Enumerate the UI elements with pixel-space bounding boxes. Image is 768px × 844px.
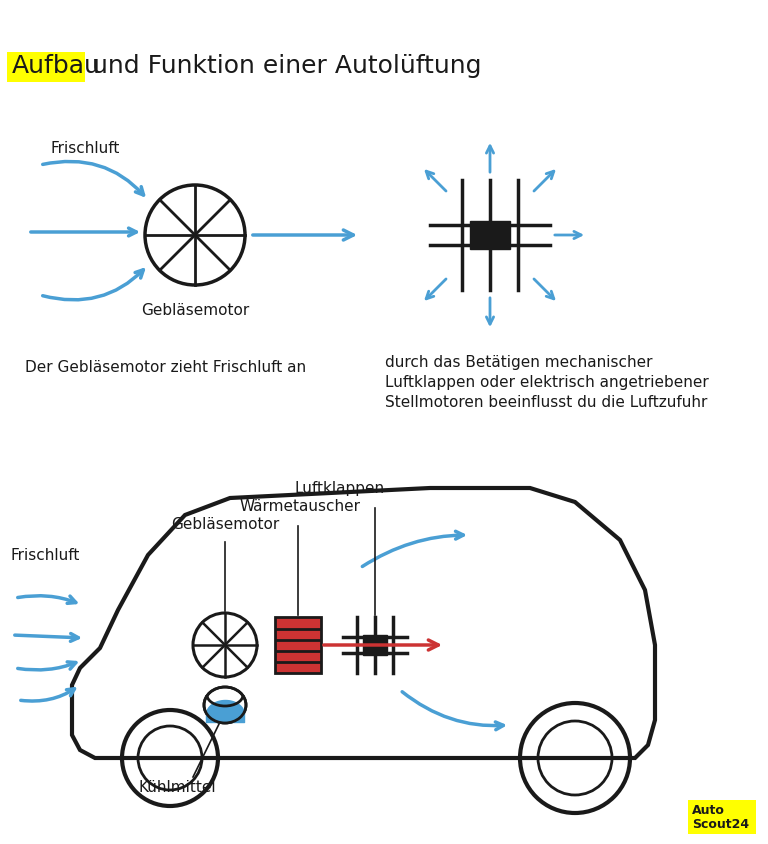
FancyArrowPatch shape	[21, 689, 74, 701]
Text: Der Gebläsemotor zieht Frischluft an: Der Gebläsemotor zieht Frischluft an	[25, 360, 306, 375]
FancyArrowPatch shape	[534, 171, 554, 191]
Text: Luftklappen: Luftklappen	[295, 481, 385, 496]
FancyArrowPatch shape	[534, 279, 554, 299]
Text: Frischluft: Frischluft	[10, 548, 79, 563]
FancyArrowPatch shape	[426, 279, 446, 299]
Text: Scout24: Scout24	[692, 818, 749, 831]
Text: Kühlmittel: Kühlmittel	[138, 780, 216, 795]
FancyArrowPatch shape	[43, 161, 144, 195]
FancyArrowPatch shape	[402, 692, 503, 730]
FancyArrowPatch shape	[15, 634, 78, 641]
FancyArrowPatch shape	[362, 531, 463, 566]
FancyArrowPatch shape	[554, 231, 581, 239]
FancyArrowPatch shape	[486, 298, 494, 324]
Bar	[363, 635, 387, 655]
Bar	[688, 800, 756, 834]
FancyArrowPatch shape	[486, 146, 494, 172]
Bar	[470, 221, 510, 249]
Bar	[275, 617, 321, 673]
Text: Auto: Auto	[692, 804, 725, 817]
Ellipse shape	[204, 687, 246, 723]
Text: Gebläsemotor: Gebläsemotor	[170, 517, 279, 532]
Circle shape	[145, 185, 245, 285]
Text: durch das Betätigen mechanischer: durch das Betätigen mechanischer	[385, 355, 653, 370]
Text: Wärmetauscher: Wärmetauscher	[240, 499, 360, 514]
FancyArrowPatch shape	[43, 270, 144, 300]
Text: Luftklappen oder elektrisch angetriebener: Luftklappen oder elektrisch angetriebene…	[385, 375, 709, 390]
Circle shape	[193, 613, 257, 677]
Text: Aufbau: Aufbau	[12, 54, 101, 78]
Text: Frischluft: Frischluft	[50, 141, 119, 156]
FancyArrowPatch shape	[426, 171, 446, 191]
FancyArrowPatch shape	[31, 228, 137, 235]
Text: Gebläsemotor: Gebläsemotor	[141, 303, 249, 318]
FancyBboxPatch shape	[7, 52, 85, 82]
Text: und Funktion einer Autolüftung: und Funktion einer Autolüftung	[84, 54, 482, 78]
FancyArrowPatch shape	[18, 596, 76, 603]
FancyArrowPatch shape	[18, 662, 76, 670]
PathPatch shape	[72, 488, 655, 758]
Text: Stellmotoren beeinflusst du die Luftzufuhr: Stellmotoren beeinflusst du die Luftzufu…	[385, 395, 707, 410]
FancyArrowPatch shape	[253, 230, 353, 240]
